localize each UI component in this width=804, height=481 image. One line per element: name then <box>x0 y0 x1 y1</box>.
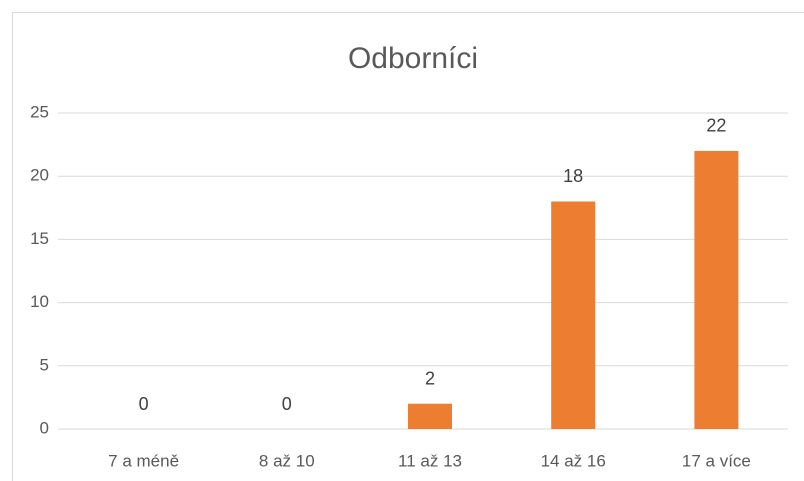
data-label: 0 <box>139 394 149 414</box>
x-tick-label: 17 a více <box>682 451 751 470</box>
chart-border <box>12 12 804 481</box>
data-label: 2 <box>425 368 435 388</box>
data-label: 18 <box>563 166 583 186</box>
x-tick-label: 8 až 10 <box>259 451 315 470</box>
x-tick-label: 7 a méně <box>108 451 179 470</box>
data-label: 22 <box>706 116 726 136</box>
bar <box>694 150 739 430</box>
y-tick-label: 0 <box>40 418 49 437</box>
y-tick-label: 15 <box>30 229 49 248</box>
data-label: 0 <box>282 394 292 414</box>
y-tick-label: 20 <box>30 166 49 185</box>
x-tick-label: 11 až 13 <box>398 451 462 470</box>
y-tick-label: 10 <box>30 292 49 311</box>
y-tick-label: 25 <box>30 102 49 121</box>
bar <box>551 201 596 429</box>
x-tick-label: 14 až 16 <box>541 451 606 470</box>
chart-title: Odborníci <box>348 42 478 75</box>
y-tick-label: 5 <box>40 355 49 374</box>
bar <box>408 403 452 429</box>
